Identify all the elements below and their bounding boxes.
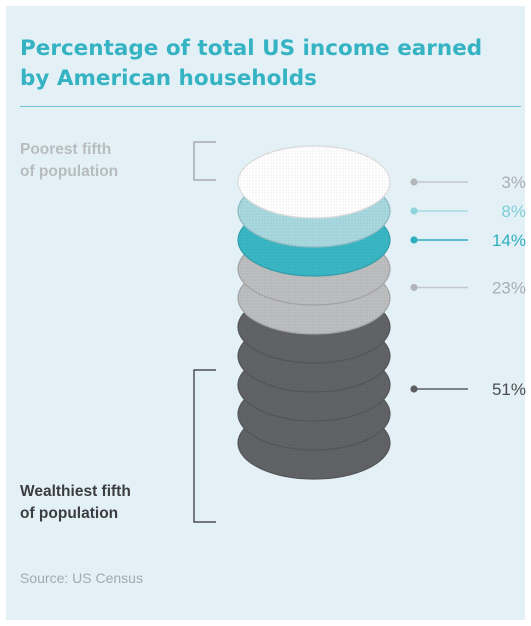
poorest-fifth-bracket <box>193 141 216 181</box>
value-label: 51% <box>492 380 526 399</box>
chart-title-line-1: Percentage of total US income earned <box>20 36 483 61</box>
poorest-label-line-1: Poorest fifth <box>20 141 112 158</box>
value-callout: 14% <box>410 231 526 250</box>
poorest-fifth-label: Poorest fifth of population <box>20 139 118 183</box>
value-callout: 8% <box>410 202 526 221</box>
income-disc <box>237 145 391 219</box>
source-note: Source: US Census <box>20 570 143 586</box>
value-callout: 23% <box>410 279 526 298</box>
value-label: 3% <box>501 173 526 192</box>
wealthiest-label-line-1: Wealthiest fifth <box>20 483 131 500</box>
value-label: 14% <box>492 231 526 250</box>
wealthiest-label-line-2: of population <box>20 505 119 522</box>
value-callouts: 3% 8% 14% 23% 51% <box>410 173 526 399</box>
callout-dot <box>410 178 418 186</box>
value-label: 23% <box>492 279 526 298</box>
disc-texture <box>238 146 390 218</box>
poorest-label-line-2: of population <box>20 163 119 180</box>
wealthiest-fifth-label: Wealthiest fifth of population <box>20 481 131 525</box>
value-callout: 51% <box>410 380 526 399</box>
title-divider <box>20 106 521 107</box>
value-label: 8% <box>501 202 526 221</box>
chart-title-line-2: by American households <box>20 66 317 91</box>
callout-dot <box>410 283 418 292</box>
callout-dot <box>410 207 418 215</box>
disc-stack <box>237 145 391 480</box>
callout-dot <box>410 385 418 393</box>
chart-title: Percentage of total US income earned by … <box>20 34 520 94</box>
value-callout: 3% <box>410 173 526 192</box>
callout-dot <box>410 236 418 244</box>
wealthiest-fifth-bracket <box>193 369 216 523</box>
